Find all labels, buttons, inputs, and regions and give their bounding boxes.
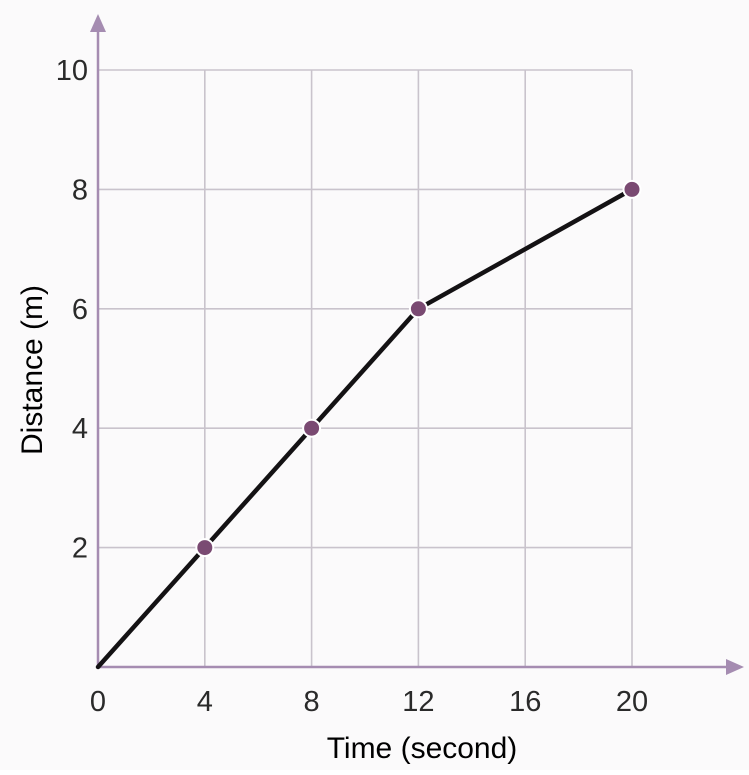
data-point-12 — [408, 299, 428, 319]
x-tick-label-8: 8 — [304, 686, 320, 718]
grid — [98, 69, 633, 667]
x-axis-label: Time (second) — [327, 732, 518, 765]
x-tick-label-12: 12 — [402, 686, 434, 718]
y-tick-label-4: 4 — [72, 413, 88, 445]
data-point-4 — [195, 538, 215, 558]
x-axis-arrow — [726, 659, 744, 675]
x-tick-label-20: 20 — [616, 686, 648, 718]
y-tick-label-6: 6 — [72, 294, 88, 326]
y-axis-arrow — [90, 14, 106, 32]
x-tick-label-4: 4 — [197, 686, 213, 718]
data-point-8 — [302, 418, 322, 438]
x-tick-label-16: 16 — [509, 686, 541, 718]
y-tick-label-8: 8 — [72, 174, 88, 206]
x-tick-label-0: 0 — [90, 686, 106, 718]
y-tick-label-10: 10 — [56, 55, 88, 87]
data-point-20 — [622, 179, 642, 199]
axes — [90, 14, 744, 675]
y-axis-label: Distance (m) — [16, 285, 49, 455]
data-points — [195, 179, 642, 558]
y-tick-label-2: 2 — [72, 533, 88, 565]
